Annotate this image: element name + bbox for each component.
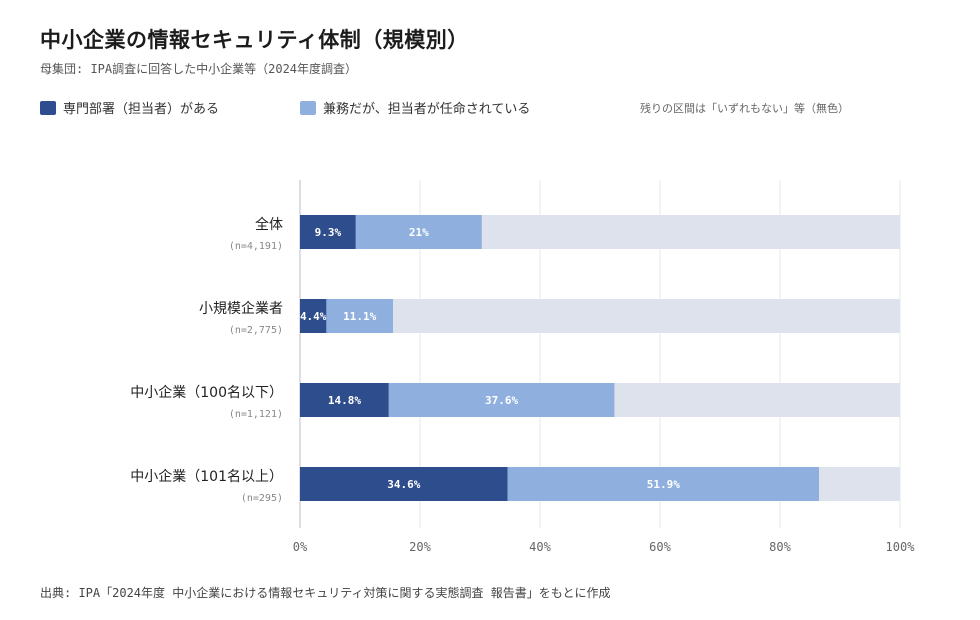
legend-item-concurrent: 兼務だが、担当者が任命されている <box>300 98 530 117</box>
x-tick-label: 60% <box>649 540 671 554</box>
bar-remainder <box>300 299 900 333</box>
x-tick-label: 0% <box>293 540 308 554</box>
legend-item-dedicated: 専門部署（担当者）がある <box>40 98 219 117</box>
legend-label-dedicated: 専門部署（担当者）がある <box>63 102 220 117</box>
bar-value-label: 21% <box>409 226 429 239</box>
bar-value-label: 9.3% <box>315 226 342 239</box>
bars: 9.3% 21% 4.4% 11.1% 14.8% 37.6% 34.6% 51.9% <box>300 215 900 501</box>
bar-value-label: 4.4% <box>300 310 327 323</box>
bar-concurrent <box>326 299 393 333</box>
category-label: 中小企業（101名以上） <box>130 468 283 485</box>
category-labels: 全体 (n=4,191) 小規模企業者 (n=2,775) 中小企業（100名以下） (n… <box>130 216 283 504</box>
bar-value-label: 34.6% <box>387 478 420 491</box>
category-label: 全体 <box>255 216 283 233</box>
x-tick-label: 80% <box>769 540 791 554</box>
sample-size-label: (n=1,121) <box>229 409 283 420</box>
bar-dedicated <box>300 467 508 501</box>
legend-swatch-dedicated <box>40 100 56 115</box>
x-axis-ticks: 0% 20% 40% 60% 80% 100% <box>293 540 915 554</box>
bar-value-label: 51.9% <box>647 478 680 491</box>
bar-value-label: 37.6% <box>485 394 518 407</box>
x-tick-label: 20% <box>409 540 431 554</box>
bar-dedicated <box>300 299 327 333</box>
bar-value-label: 14.8% <box>328 394 361 407</box>
chart-subtitle: 母集団: IPA調査に回答した中小企業等（2024年度調査） <box>40 62 358 76</box>
category-label: 小規模企業者 <box>199 300 283 317</box>
legend: 専門部署（担当者）がある 兼務だが、担当者が任命されている 残りの区間は「いずれ… <box>40 98 940 117</box>
category-label: 中小企業（100名以下） <box>130 384 283 401</box>
legend-swatch-concurrent <box>300 100 316 115</box>
sample-size-label: (n=4,191) <box>229 241 283 252</box>
bar-concurrent <box>507 467 819 501</box>
bar-value-label: 11.1% <box>343 310 376 323</box>
sample-size-label: (n=2,775) <box>229 325 283 336</box>
x-tick-label: 100% <box>886 540 916 554</box>
x-tick-label: 40% <box>529 540 551 554</box>
chart-title: 中小企業の情報セキュリティ体制（規模別） <box>40 28 469 52</box>
legend-label-concurrent: 兼務だが、担当者が任命されている <box>323 102 531 117</box>
source-note: 出典: IPA「2024年度 中小企業における情報セキュリティ対策に関する実態調… <box>40 586 611 600</box>
legend-note: 残りの区間は「いずれもない」等（無色） <box>640 102 849 115</box>
bar-concurrent <box>388 383 615 417</box>
sample-size-label: (n=295) <box>241 493 283 504</box>
bar-dedicated <box>300 215 356 249</box>
bar-concurrent <box>355 215 482 249</box>
bar-dedicated <box>300 383 389 417</box>
